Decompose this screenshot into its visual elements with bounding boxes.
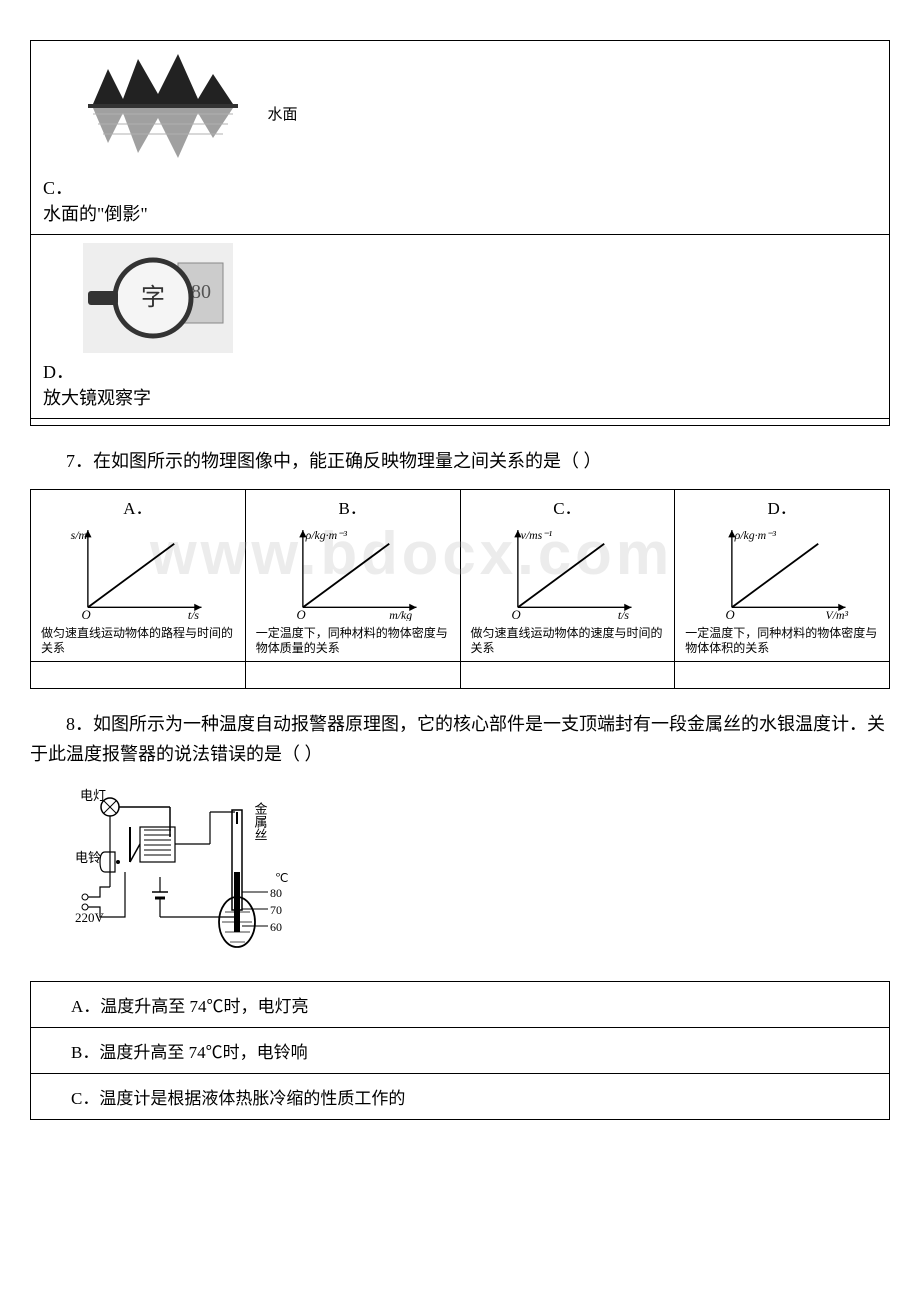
lamp-label: 电灯 xyxy=(80,788,106,803)
spacer xyxy=(460,661,675,688)
svg-text:O: O xyxy=(82,608,91,621)
spacer-row xyxy=(31,419,890,426)
q7-d-xlabel: V/m³ xyxy=(826,608,849,621)
q8-option-b: B．温度升高至 74℃时，电铃响 xyxy=(31,1027,890,1073)
temp-70: 70 xyxy=(270,903,282,917)
option-d-caption: 放大镜观察字 xyxy=(43,384,877,410)
q7-c-caption: 做匀速直线运动物体的速度与时间的关系 xyxy=(467,626,669,657)
q7-chart-d-cell: D． ρ/kg·m⁻³ O V/m³ 一定温度下，同种材料的物体密度与物体体积的… xyxy=(675,489,890,661)
q7-chart-a-cell: A． s/m O t/s 做匀速直线运动物体的路程与时间的关系 xyxy=(31,489,246,661)
q7-b-label: B． xyxy=(252,494,454,519)
spacer xyxy=(245,661,460,688)
q8-circuit-diagram: 电灯 电铃 220V xyxy=(70,782,890,967)
svg-text:80: 80 xyxy=(191,281,211,303)
temp-80: 80 xyxy=(270,886,282,900)
q7-a-xlabel: t/s xyxy=(188,608,200,621)
metal-wire-label: 金属丝 xyxy=(253,801,268,841)
svg-text:字: 字 xyxy=(141,284,165,311)
q7-chart-a: s/m O t/s xyxy=(37,521,239,621)
reflection-image xyxy=(83,49,263,169)
q8-option-c: C．温度计是根据液体热胀冷缩的性质工作的 xyxy=(31,1073,890,1119)
q6-options-table: 水面 C． 水面的"倒影" 80 字 D． 放大镜 xyxy=(30,40,890,426)
q6-option-d-cell: 80 字 D． 放大镜观察字 xyxy=(31,235,890,419)
spacer xyxy=(31,661,246,688)
q7-b-ylabel: ρ/kg·m⁻³ xyxy=(304,528,347,542)
q7-c-xlabel: t/s xyxy=(617,608,629,621)
spacer xyxy=(675,661,890,688)
bell-label: 电铃 xyxy=(75,850,101,865)
q7-d-ylabel: ρ/kg·m⁻³ xyxy=(734,528,777,542)
q7-d-caption: 一定温度下，同种材料的物体密度与物体体积的关系 xyxy=(681,626,883,657)
option-d-label: D． xyxy=(43,362,74,382)
q6-option-c-cell: 水面 C． 水面的"倒影" xyxy=(31,41,890,235)
q7-chart-c: v/ms⁻¹ O t/s xyxy=(467,521,669,621)
svg-text:O: O xyxy=(296,608,305,621)
magnifier-image: 80 字 xyxy=(83,243,233,353)
temp-unit: ℃ xyxy=(275,871,288,885)
q7-d-label: D． xyxy=(681,494,883,519)
q8-text: 8．如图所示为一种温度自动报警器原理图，它的核心部件是一支顶端封有一段金属丝的水… xyxy=(30,709,890,770)
q7-c-label: C． xyxy=(467,494,669,519)
q8-options-table: A．温度升高至 74℃时，电灯亮 B．温度升高至 74℃时，电铃响 C．温度计是… xyxy=(30,981,890,1120)
q7-chart-b-cell: B． ρ/kg·m⁻³ O m/kg 一定温度下，同种材料的物体密度与物体质量的… xyxy=(245,489,460,661)
q7-text: 7．在如图所示的物理图像中，能正确反映物理量之间关系的是（ ） xyxy=(30,446,890,477)
q7-a-caption: 做匀速直线运动物体的路程与时间的关系 xyxy=(37,626,239,657)
q7-charts-table: A． s/m O t/s 做匀速直线运动物体的路程与时间的关系 xyxy=(30,489,890,689)
svg-text:O: O xyxy=(511,608,520,621)
water-surface-label: 水面 xyxy=(268,107,298,123)
q7-chart-c-cell: C． v/ms⁻¹ O t/s 做匀速直线运动物体的速度与时间的关系 xyxy=(460,489,675,661)
q7-b-caption: 一定温度下，同种材料的物体密度与物体质量的关系 xyxy=(252,626,454,657)
svg-text:O: O xyxy=(726,608,735,621)
q7-a-ylabel: s/m xyxy=(71,528,88,542)
q8-option-a: A．温度升高至 74℃时，电灯亮 xyxy=(31,981,890,1027)
q7-b-xlabel: m/kg xyxy=(389,608,412,621)
option-c-label: C． xyxy=(43,178,73,198)
option-c-caption: 水面的"倒影" xyxy=(43,200,877,226)
q7-chart-b: ρ/kg·m⁻³ O m/kg xyxy=(252,521,454,621)
q7-c-ylabel: v/ms⁻¹ xyxy=(520,528,552,542)
q7-a-label: A． xyxy=(37,494,239,519)
temp-60: 60 xyxy=(270,920,282,934)
q7-chart-d: ρ/kg·m⁻³ O V/m³ xyxy=(681,521,883,621)
